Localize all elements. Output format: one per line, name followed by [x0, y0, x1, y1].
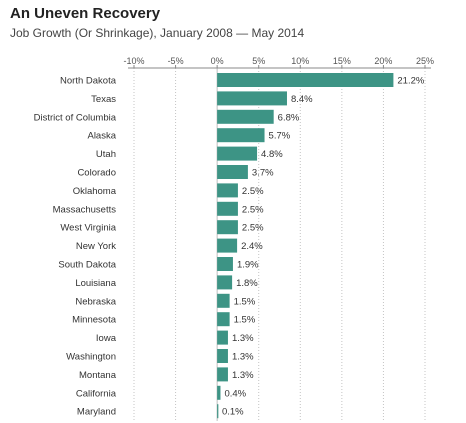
category-label: Iowa: [96, 333, 117, 344]
category-label: Colorado: [77, 168, 116, 179]
value-label: 21.2%: [397, 76, 424, 87]
x-tick-label: 20%: [374, 56, 392, 66]
bar: [217, 220, 238, 235]
bar: [217, 293, 230, 308]
x-tick-label: 0%: [211, 56, 224, 66]
x-tick-label: 10%: [291, 56, 309, 66]
value-label: 1.3%: [232, 352, 254, 363]
x-tick-label: 5%: [252, 56, 265, 66]
value-label: 1.5%: [234, 296, 256, 307]
category-label: South Dakota: [58, 260, 116, 271]
category-label: North Dakota: [60, 76, 117, 87]
x-tick-label: 25%: [416, 56, 434, 66]
category-label: District of Columbia: [34, 112, 117, 123]
category-label: Oklahoma: [73, 186, 117, 197]
bar: [217, 146, 258, 161]
category-label: West Virginia: [60, 223, 116, 234]
bar: [217, 183, 238, 198]
category-label: Montana: [79, 370, 117, 381]
bar: [217, 91, 287, 106]
bar: [217, 367, 228, 382]
value-label: 0.4%: [224, 388, 246, 399]
value-label: 2.5%: [242, 223, 264, 234]
bar: [217, 275, 233, 290]
x-tick-label: -10%: [123, 56, 144, 66]
value-label: 1.5%: [234, 315, 256, 326]
value-label: 6.8%: [278, 112, 300, 123]
bar: [217, 349, 228, 363]
value-label: 1.9%: [237, 260, 259, 271]
bar: [217, 330, 228, 345]
value-label: 2.5%: [242, 186, 264, 197]
value-label: 2.4%: [241, 241, 263, 252]
category-label: Maryland: [77, 407, 116, 418]
bar: [217, 257, 233, 271]
category-label: Washington: [66, 352, 116, 363]
category-label: California: [76, 388, 117, 399]
bar: [217, 128, 265, 143]
value-label: 1.3%: [232, 333, 254, 344]
bar: [217, 385, 221, 400]
category-label: Utah: [96, 149, 116, 160]
category-label: Alaska: [87, 131, 116, 142]
value-label: 8.4%: [291, 94, 313, 105]
category-label: Texas: [91, 94, 116, 105]
bar: [217, 238, 238, 253]
bar: [217, 73, 394, 87]
category-label: Massachusetts: [53, 204, 117, 215]
x-tick-label: 15%: [333, 56, 351, 66]
value-label: 5.7%: [269, 131, 291, 142]
value-label: 1.8%: [236, 278, 258, 289]
category-label: New York: [76, 241, 116, 252]
chart-title: An Uneven Recovery: [10, 5, 161, 22]
value-label: 3.7%: [252, 168, 274, 179]
chart-subtitle: Job Growth (Or Shrinkage), January 2008 …: [10, 26, 305, 40]
category-label: Minnesota: [72, 315, 117, 326]
value-label: 4.8%: [261, 149, 283, 160]
x-tick-label: -5%: [168, 56, 184, 66]
bar: [217, 109, 274, 124]
value-label: 0.1%: [222, 407, 244, 418]
bar: [217, 201, 238, 216]
value-label: 1.3%: [232, 370, 254, 381]
category-label: Louisiana: [75, 278, 116, 289]
value-label: 2.5%: [242, 204, 264, 215]
bar: [217, 165, 248, 179]
category-label: Nebraska: [75, 296, 116, 307]
bar: [217, 404, 219, 419]
bar: [217, 312, 230, 327]
